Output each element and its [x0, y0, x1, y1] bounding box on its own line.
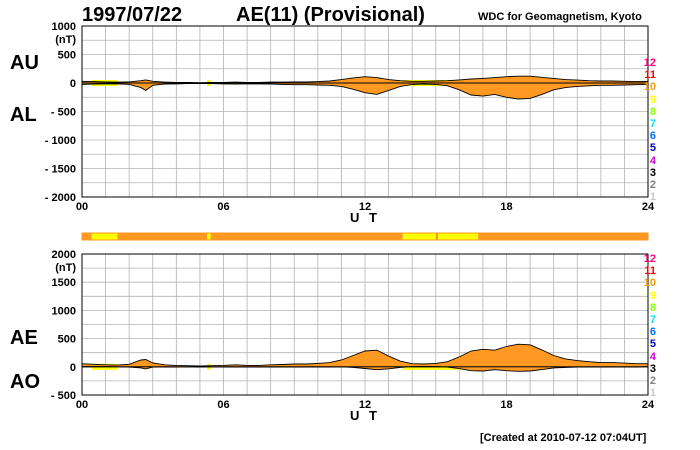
legend-count-11: 11	[644, 69, 656, 82]
created-timestamp: [Created at 2010-07-12 07:04UT]	[480, 432, 647, 444]
plot-frame	[81, 253, 649, 396]
legend-count-1: 1	[649, 191, 656, 204]
index-bar-frame	[81, 232, 649, 241]
legend-count-5: 5	[649, 338, 656, 351]
index-bar-segment	[91, 233, 118, 240]
index-bar-segment	[402, 233, 436, 240]
ytick-1000: 1000	[52, 21, 76, 33]
index-bar-segment	[206, 233, 211, 240]
ytick-1000: 1000	[52, 305, 76, 317]
legend-count-11: 11	[644, 265, 656, 278]
legend-count-4: 4	[649, 350, 656, 363]
ae-axis-label: AE	[10, 327, 38, 349]
legend-count-9: 9	[649, 289, 656, 302]
legend-count-3: 3	[649, 362, 656, 375]
index-bar-segment	[478, 233, 648, 240]
al-axis-label: AL	[10, 104, 37, 126]
xtick-06: 06	[217, 201, 229, 213]
station-index-bar	[81, 232, 649, 241]
ao-axis-label: AO	[10, 371, 40, 393]
legend-count-8: 8	[649, 301, 656, 314]
legend-count-9: 9	[649, 93, 656, 106]
station-count-legend-top: 12 11 10 9 8 7 6 5 4 3 2 1	[636, 57, 656, 203]
date-title: 1997/07/22	[82, 4, 183, 26]
ytick-1500: 1500	[52, 277, 76, 289]
index-title: AE(11) (Provisional)	[236, 4, 425, 26]
index-bar-segment	[82, 233, 92, 240]
ytick-neg500: - 500	[51, 390, 76, 402]
panel-ae-ao	[81, 253, 649, 396]
legend-count-1: 1	[649, 387, 656, 400]
station-count-legend-bottom: 12 11 10 9 8 7 6 5 4 3 2 1	[636, 253, 656, 399]
ytick-500: 500	[58, 50, 76, 62]
xtick-12: 12	[359, 201, 371, 213]
legend-count-7: 7	[649, 118, 656, 131]
legend-count-10: 10	[643, 277, 656, 290]
ytick-neg1500: - 1500	[45, 164, 76, 176]
legend-count-12: 12	[643, 253, 656, 265]
legend-count-10: 10	[643, 81, 656, 94]
x-axis-title: U T	[350, 408, 380, 423]
legend-count-7: 7	[649, 314, 656, 327]
legend-count-6: 6	[649, 326, 656, 339]
xtick-24: 24	[642, 399, 655, 411]
legend-count-12: 12	[643, 57, 656, 69]
index-bar-segment	[117, 233, 207, 240]
ytick-500: 500	[58, 334, 76, 346]
panel-au-al	[81, 25, 649, 198]
index-bar-segment	[210, 233, 403, 240]
organization-label: WDC for Geomagnetism, Kyoto	[478, 11, 642, 23]
index-bar-segment	[435, 233, 439, 240]
plot-frame	[81, 25, 649, 198]
legend-count-5: 5	[649, 142, 656, 155]
xtick-00: 00	[76, 399, 88, 411]
x-axis-title: U T	[350, 210, 380, 225]
xtick-18: 18	[500, 399, 512, 411]
xtick-24: 24	[642, 201, 655, 213]
legend-count-8: 8	[649, 105, 656, 118]
unit-label: (nT)	[55, 34, 76, 46]
ytick-neg2000: - 2000	[45, 192, 76, 204]
legend-count-6: 6	[649, 130, 656, 143]
ytick-0: 0	[70, 78, 76, 90]
xtick-00: 00	[76, 201, 88, 213]
ytick-neg500: - 500	[51, 107, 76, 119]
ytick-0: 0	[70, 362, 76, 374]
legend-count-2: 2	[649, 179, 656, 192]
au-axis-label: AU	[10, 52, 39, 74]
legend-count-4: 4	[649, 154, 656, 167]
series-au-area	[81, 75, 649, 84]
ytick-2000: 2000	[52, 249, 76, 261]
xtick-18: 18	[500, 201, 512, 213]
ytick-neg1000: - 1000	[45, 135, 76, 147]
xtick-06: 06	[217, 399, 229, 411]
unit-label: (nT)	[55, 262, 76, 274]
series-ae-area	[81, 343, 649, 368]
legend-count-3: 3	[649, 166, 656, 179]
legend-count-2: 2	[649, 375, 656, 388]
xtick-12: 12	[359, 399, 371, 411]
index-bar-segment	[438, 233, 479, 240]
series-al-area	[81, 82, 649, 100]
